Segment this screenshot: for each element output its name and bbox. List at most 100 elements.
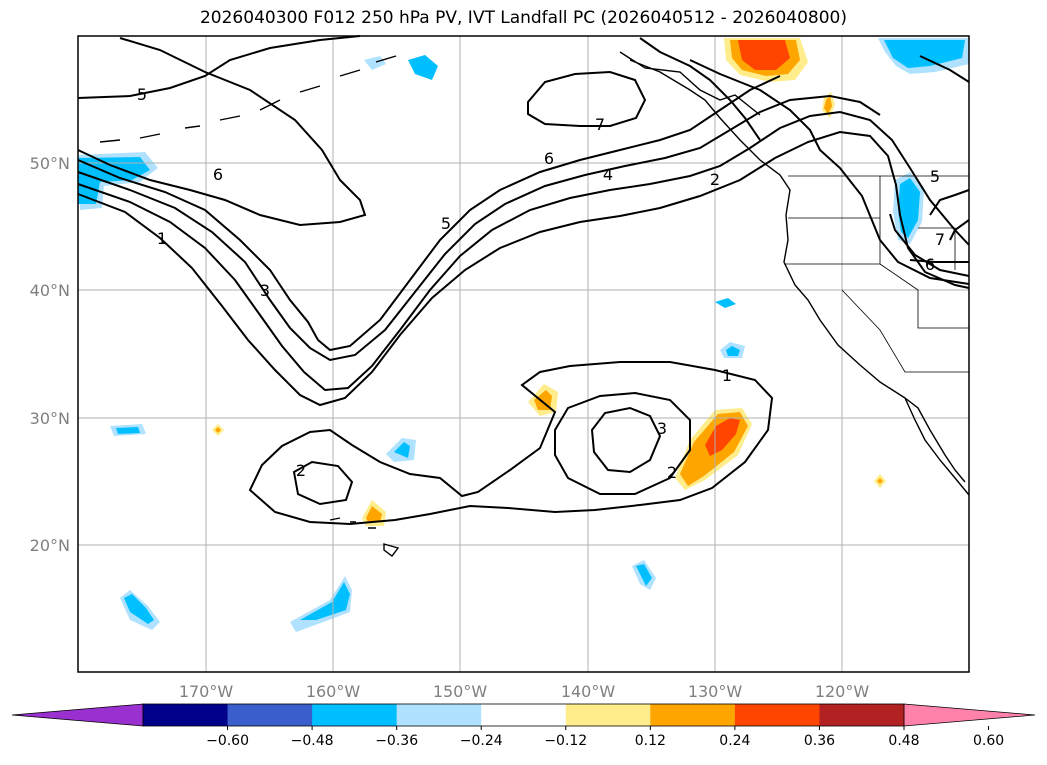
pv-negative-area xyxy=(898,178,920,238)
contour-line xyxy=(689,59,970,285)
contour-line xyxy=(77,110,970,392)
colorbar-segment xyxy=(650,704,736,726)
state-border xyxy=(841,289,969,373)
contour-line xyxy=(554,391,691,495)
contour-line xyxy=(527,70,647,127)
contour-line xyxy=(77,130,970,407)
contour-line xyxy=(590,406,662,474)
map-area xyxy=(78,36,969,672)
contour-label: 1 xyxy=(722,366,732,385)
colorbar-tick-label: −0.36 xyxy=(375,733,418,749)
lat-label: 40°N xyxy=(30,281,70,300)
lat-label: 30°N xyxy=(30,409,70,428)
colorbar-frame xyxy=(142,703,905,727)
colorbar-tick-label: 0.48 xyxy=(888,733,919,749)
contour-label: 5 xyxy=(137,85,147,104)
coastline-north-america xyxy=(629,59,970,496)
coastline-alaska xyxy=(619,51,761,116)
contour-label: 2 xyxy=(710,170,720,189)
pv-positive-area xyxy=(705,418,740,456)
contour-label: 4 xyxy=(603,165,613,184)
colorbar-segment xyxy=(227,704,313,726)
map-title: 2026040300 F012 250 hPa PV, IVT Landfall… xyxy=(199,8,847,28)
colorbar-tick-label: −0.60 xyxy=(206,733,249,749)
pv-positive-area xyxy=(824,96,832,114)
pv-positive-area xyxy=(738,40,790,70)
contour-line xyxy=(639,37,761,141)
colorbar-tick-label: 0.60 xyxy=(973,733,1004,749)
colorbar-tick-label: 0.36 xyxy=(804,733,835,749)
pv-negative-area xyxy=(884,40,965,68)
lon-label: 140°W xyxy=(561,682,616,701)
lon-label: 160°W xyxy=(306,682,361,701)
hawaii-islands xyxy=(329,517,400,557)
colorbar-tick-label: −0.48 xyxy=(291,733,334,749)
colorbar-segment xyxy=(312,704,398,726)
contour-labels: 5 6 1 3 5 6 7 4 2 1 3 2 2 5 6 7 xyxy=(137,85,945,482)
state-border xyxy=(879,263,969,329)
contour-label: 6 xyxy=(925,255,935,274)
contour-line xyxy=(77,94,881,362)
contour-label: 1 xyxy=(157,229,167,248)
contour-label: 2 xyxy=(296,461,306,480)
contour-label: 6 xyxy=(213,165,223,184)
lon-label: 120°W xyxy=(815,682,870,701)
lon-label: 150°W xyxy=(433,682,488,701)
colorbar-segment xyxy=(565,704,651,726)
latitude-labels: 50°N 40°N 30°N 20°N xyxy=(30,154,70,555)
colorbar-extend-left xyxy=(11,703,144,727)
map-frame xyxy=(77,35,970,673)
colorbar-tick-label: −0.12 xyxy=(544,733,587,749)
contour-line xyxy=(909,259,969,263)
contour-line xyxy=(77,37,367,227)
ivt-contours xyxy=(77,35,970,526)
lon-label: 170°W xyxy=(179,682,234,701)
pv-negative-area xyxy=(408,55,438,80)
pv-negative-area xyxy=(715,298,736,308)
pv-negative-area xyxy=(364,56,386,70)
contour-label: 5 xyxy=(441,214,451,233)
contour-line xyxy=(889,213,970,277)
colorbar: −0.60 −0.48 −0.36 −0.24 −0.12 0.12 0.24 0.36 0.4… xyxy=(11,703,1036,749)
contour-label: 3 xyxy=(657,419,667,438)
colorbar-segment xyxy=(143,704,229,726)
contour-line xyxy=(929,189,970,216)
colorbar-segment xyxy=(396,704,482,726)
pv-positive-area xyxy=(877,478,883,484)
colorbar-tick-label: 0.24 xyxy=(719,733,750,749)
pv-negative-area xyxy=(300,582,350,620)
contour-line xyxy=(919,55,970,83)
contour-label: 5 xyxy=(930,167,940,186)
pv-negative-area xyxy=(124,594,154,624)
pv-negative-area xyxy=(636,564,652,586)
contour-label: 6 xyxy=(544,149,554,168)
colorbar-segment xyxy=(819,704,905,726)
lat-label: 50°N xyxy=(30,154,70,173)
contour-label: 7 xyxy=(595,115,605,134)
contour-line xyxy=(248,361,774,526)
colorbar-tick-label: 0.12 xyxy=(635,733,666,749)
longitude-labels: 170°W 160°W 150°W 140°W 130°W 120°W xyxy=(179,682,870,701)
contour-label: 7 xyxy=(935,230,945,249)
colorbar-segment xyxy=(481,704,567,726)
pv-negative-area xyxy=(726,346,740,356)
pv-positive-area xyxy=(366,506,382,522)
colorbar-segment xyxy=(734,704,820,726)
state-border xyxy=(918,227,956,270)
pv-negative-area xyxy=(116,427,140,434)
lat-label: 20°N xyxy=(30,536,70,555)
coastline-baja xyxy=(904,397,966,483)
coastlines xyxy=(99,51,970,557)
island-chain xyxy=(99,55,397,143)
contour-label: 2 xyxy=(667,463,677,482)
contour-line xyxy=(77,35,361,99)
contour-line xyxy=(292,460,354,506)
shading-layer xyxy=(78,38,969,632)
contour-line xyxy=(949,219,970,241)
pv-positive-area xyxy=(215,427,221,433)
lon-label: 130°W xyxy=(688,682,743,701)
contour-line xyxy=(77,75,781,352)
pv-negative-area xyxy=(394,442,410,458)
gridlines xyxy=(78,36,969,672)
